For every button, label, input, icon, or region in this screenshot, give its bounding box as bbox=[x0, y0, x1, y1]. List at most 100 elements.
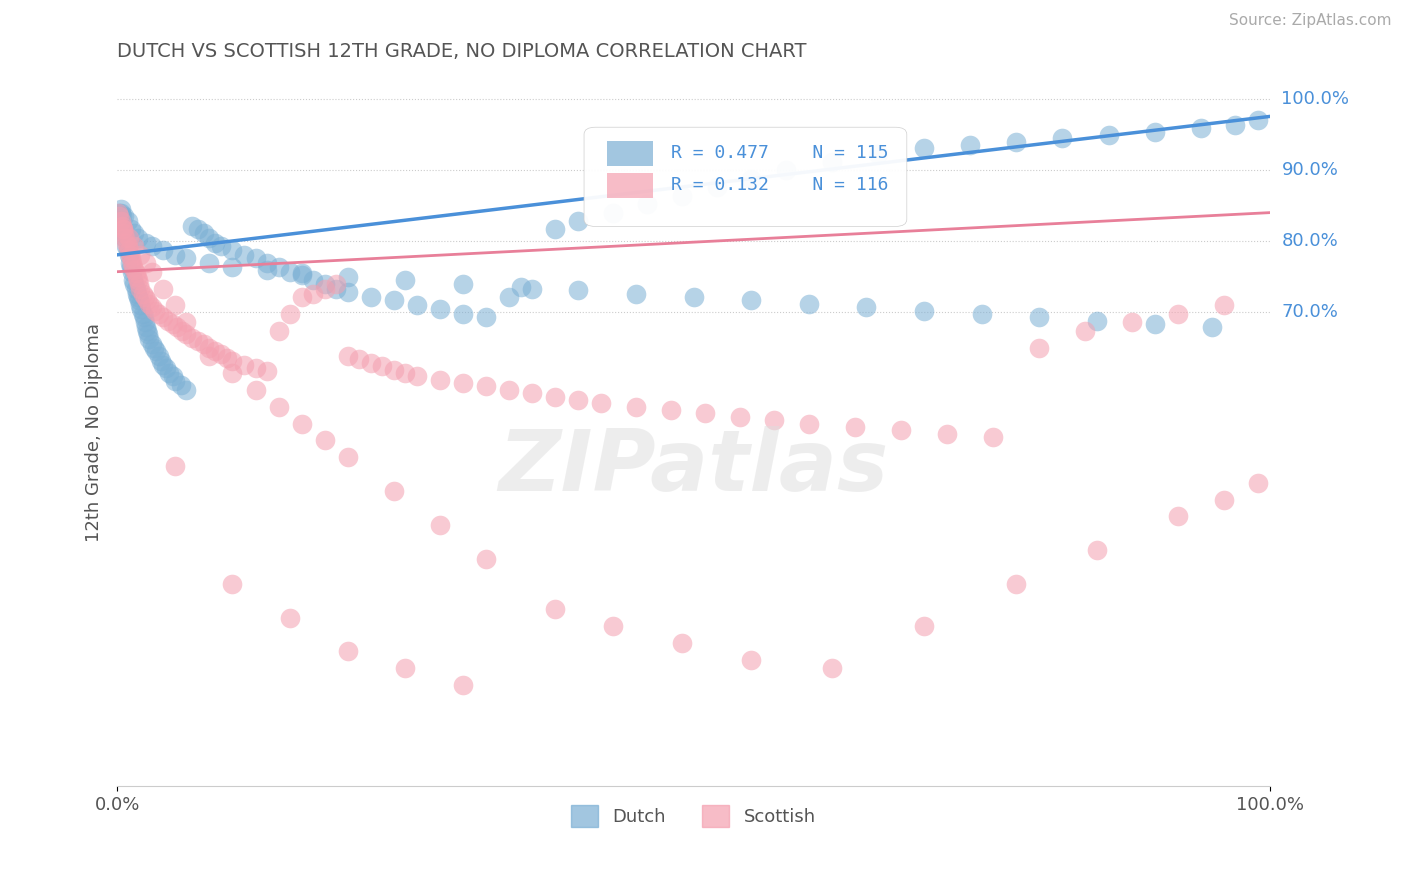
Point bbox=[138, 332, 160, 346]
Point bbox=[118, 256, 141, 270]
Point bbox=[336, 644, 359, 658]
Point bbox=[406, 369, 429, 384]
Point bbox=[763, 413, 786, 427]
Point bbox=[134, 315, 156, 329]
Point bbox=[981, 430, 1004, 444]
Point bbox=[118, 231, 141, 245]
Point bbox=[429, 301, 451, 316]
Point bbox=[382, 362, 405, 376]
Point bbox=[775, 163, 797, 178]
Point bbox=[522, 282, 544, 296]
Point bbox=[693, 407, 716, 421]
Point bbox=[187, 334, 209, 348]
Point bbox=[181, 330, 204, 344]
Point bbox=[394, 661, 416, 675]
Point bbox=[124, 226, 146, 240]
Point bbox=[740, 293, 762, 308]
Point bbox=[706, 180, 728, 194]
Point bbox=[115, 239, 138, 253]
Point bbox=[145, 344, 167, 359]
Point bbox=[148, 349, 170, 363]
Point bbox=[121, 265, 143, 279]
Point bbox=[193, 337, 215, 351]
Point bbox=[209, 239, 232, 253]
Point bbox=[567, 214, 589, 228]
Text: R = 0.477    N = 115: R = 0.477 N = 115 bbox=[671, 145, 889, 162]
Point bbox=[406, 298, 429, 312]
Point bbox=[115, 235, 138, 250]
Point bbox=[152, 243, 174, 257]
Point bbox=[110, 202, 132, 217]
Point bbox=[152, 358, 174, 372]
Text: ZIPatlas: ZIPatlas bbox=[499, 426, 889, 509]
Point bbox=[256, 263, 278, 277]
Point bbox=[131, 307, 153, 321]
Point bbox=[121, 256, 143, 270]
Point bbox=[127, 290, 149, 304]
Point bbox=[1167, 509, 1189, 524]
Point bbox=[278, 610, 301, 624]
Point bbox=[118, 248, 141, 262]
Point bbox=[821, 155, 844, 169]
Point bbox=[141, 265, 163, 279]
Point bbox=[522, 386, 544, 401]
Point bbox=[544, 602, 567, 616]
Point bbox=[107, 205, 129, 219]
Point bbox=[567, 283, 589, 297]
Point bbox=[129, 298, 152, 312]
Point bbox=[198, 341, 221, 355]
Point bbox=[1121, 315, 1143, 329]
Point bbox=[111, 219, 134, 234]
Point bbox=[890, 423, 912, 437]
Point bbox=[1201, 320, 1223, 334]
Point bbox=[325, 282, 347, 296]
Point bbox=[114, 231, 136, 245]
Point bbox=[1212, 492, 1234, 507]
Legend: Dutch, Scottish: Dutch, Scottish bbox=[564, 797, 823, 834]
Point bbox=[509, 280, 531, 294]
Point bbox=[498, 290, 520, 304]
Point bbox=[371, 359, 394, 374]
Point bbox=[855, 300, 877, 314]
Point bbox=[1143, 317, 1166, 331]
Point bbox=[117, 243, 139, 257]
Point bbox=[221, 243, 243, 257]
Point bbox=[256, 256, 278, 270]
Point bbox=[134, 290, 156, 304]
Point bbox=[128, 277, 150, 291]
Point bbox=[111, 222, 134, 236]
Point bbox=[912, 141, 935, 155]
Point bbox=[291, 290, 314, 304]
Point bbox=[204, 235, 226, 250]
Point bbox=[267, 324, 290, 338]
Point bbox=[193, 226, 215, 240]
Point bbox=[475, 310, 498, 325]
Point bbox=[152, 282, 174, 296]
Text: Source: ZipAtlas.com: Source: ZipAtlas.com bbox=[1229, 13, 1392, 29]
Point bbox=[221, 354, 243, 368]
Point bbox=[233, 248, 256, 262]
Point bbox=[624, 400, 647, 414]
Point bbox=[136, 327, 159, 342]
Point bbox=[336, 285, 359, 299]
Point bbox=[349, 352, 371, 367]
Point bbox=[136, 293, 159, 308]
Point bbox=[936, 426, 959, 441]
Point bbox=[124, 277, 146, 291]
Point bbox=[475, 551, 498, 566]
Point bbox=[120, 222, 142, 236]
Point bbox=[267, 400, 290, 414]
Point bbox=[1028, 341, 1050, 355]
Point bbox=[117, 214, 139, 228]
Point bbox=[215, 351, 238, 365]
Point bbox=[176, 251, 198, 265]
Point bbox=[844, 420, 866, 434]
Point bbox=[169, 377, 191, 392]
Point bbox=[671, 188, 693, 202]
Point bbox=[302, 286, 325, 301]
Point bbox=[122, 260, 145, 274]
Point bbox=[110, 205, 132, 219]
Point bbox=[141, 337, 163, 351]
Point bbox=[1247, 475, 1270, 490]
Text: DUTCH VS SCOTTISH 12TH GRADE, NO DIPLOMA CORRELATION CHART: DUTCH VS SCOTTISH 12TH GRADE, NO DIPLOMA… bbox=[117, 42, 807, 61]
